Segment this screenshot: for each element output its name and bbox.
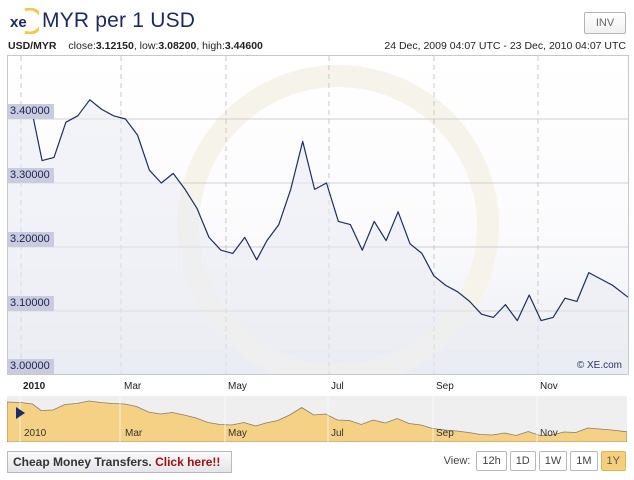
currency-pair: USD/MYR <box>8 40 57 52</box>
view-1d-button[interactable]: 1D <box>509 451 536 471</box>
y-tick-label: 3.10000 <box>8 296 54 311</box>
money-transfer-promo-button[interactable]: Cheap Money Transfers. Click here!! <box>7 451 232 473</box>
navigator-handle-icon[interactable] <box>16 407 25 419</box>
navigator-label: Nov <box>540 428 558 439</box>
page-title: MYR per 1 USD <box>42 9 196 32</box>
navigator-label: Sep <box>436 428 454 439</box>
navigator-label: Jul <box>331 428 344 439</box>
copyright: © XE.com <box>576 360 622 371</box>
invert-button[interactable]: INV <box>584 12 626 34</box>
view-1w-button[interactable]: 1W <box>538 451 568 471</box>
x-tick-label: May <box>228 381 247 392</box>
y-tick-label: 3.40000 <box>8 104 54 119</box>
promo-cta-link[interactable]: Click here!! <box>155 455 221 469</box>
x-axis: 2010 Mar May Jul Sep Nov <box>7 374 627 397</box>
low-value: 3.08200 <box>158 40 197 52</box>
navigator-area <box>7 400 627 442</box>
view-12h-button[interactable]: 12h <box>476 451 507 471</box>
navigator-label: Mar <box>125 428 143 439</box>
view-label: View: <box>443 455 471 467</box>
x-tick-label: Sep <box>436 381 454 392</box>
navigator-label: May <box>228 428 247 439</box>
chart-plot-area[interactable]: 3.40000 3.30000 3.20000 3.10000 3.00000 … <box>7 55 629 375</box>
high-value: 3.44600 <box>224 40 263 52</box>
chart-svg <box>8 56 628 375</box>
rate-line <box>8 99 628 322</box>
x-tick-label: Nov <box>540 381 558 392</box>
close-value: 3.12150 <box>95 40 134 52</box>
navigator-label: 2010 <box>24 428 47 439</box>
view-1y-button[interactable]: 1Y <box>600 451 626 471</box>
line-area-fill <box>8 99 628 375</box>
x-tick-label: 2010 <box>23 381 46 392</box>
stats-line: USD/MYR close:3.12150, low:3.08200, high:… <box>8 40 263 52</box>
y-tick-label: 3.30000 <box>8 168 54 183</box>
view-selector: View: 12h 1D 1W 1M 1Y <box>444 451 626 471</box>
x-tick-label: Mar <box>124 381 142 392</box>
range-navigator[interactable]: 2010 Mar May Jul Sep Nov <box>7 396 627 442</box>
navigator-svg <box>7 396 627 442</box>
date-range: 24 Dec, 2009 04:07 UTC - 23 Dec, 2010 04… <box>384 40 626 52</box>
xe-logo-icon: xe <box>10 8 39 34</box>
view-1m-button[interactable]: 1M <box>570 451 598 471</box>
y-tick-label: 3.20000 <box>8 232 54 247</box>
svg-text:xe: xe <box>10 14 27 31</box>
x-tick-label: Jul <box>331 381 344 392</box>
y-tick-label: 3.00000 <box>8 359 54 374</box>
